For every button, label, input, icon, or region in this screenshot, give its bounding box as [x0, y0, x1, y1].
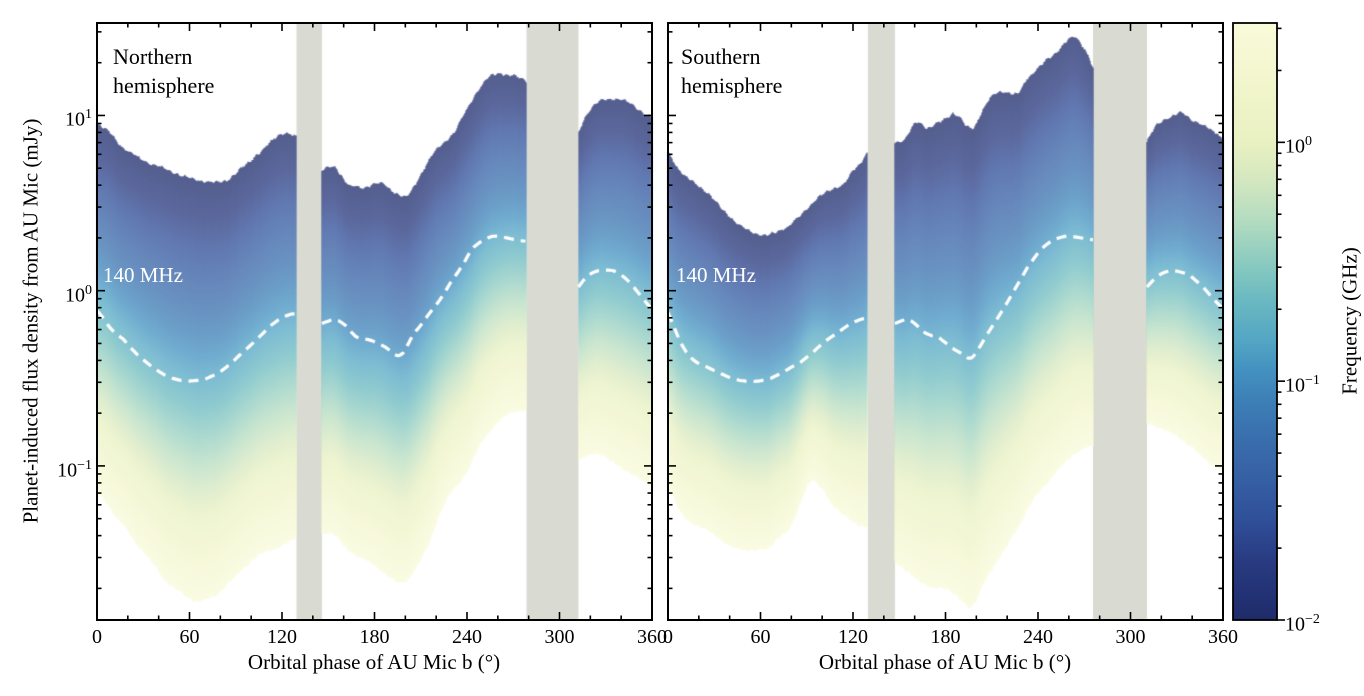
colorbar-tick-label: 10−1	[1285, 373, 1320, 397]
x-tick-label: 0	[92, 626, 102, 648]
axes-spine	[667, 22, 1224, 621]
contour-annotation-northern: 140 MHz	[103, 263, 183, 287]
axes-spine	[96, 22, 653, 621]
colorbar-tick-label: 100	[1285, 134, 1312, 158]
x-tick-label: 60	[179, 626, 200, 648]
x-tick-label: 0	[663, 626, 673, 648]
x-tick-label: 120	[838, 626, 868, 648]
x-tick-label: 240	[1023, 626, 1053, 648]
y-tick-label: 100	[65, 282, 92, 307]
x-tick-label: 300	[544, 626, 575, 648]
x-tick-label: 180	[930, 626, 961, 648]
colorbar-label: Frequency (GHz)	[1337, 247, 1362, 395]
y-tick-label: 101	[65, 107, 92, 132]
x-tick-label: 360	[1208, 626, 1238, 648]
x-tick-label: 300	[1115, 626, 1146, 648]
x-tick-label: 120	[267, 626, 297, 648]
x-tick-label: 240	[452, 626, 482, 648]
panel-label-southern: Southern hemisphere	[681, 44, 783, 99]
panel-label-northern: Northern hemisphere	[113, 44, 215, 99]
x-axis-label-left: Orbital phase of AU Mic b (°)	[247, 650, 501, 674]
colorbar-tick-label: 10−2	[1285, 612, 1320, 636]
x-tick-label: 360	[637, 626, 667, 648]
x-axis-label-right: Orbital phase of AU Mic b (°)	[818, 650, 1072, 674]
x-tick-label: 180	[359, 626, 390, 648]
axes-spine	[1232, 22, 1278, 621]
x-tick-label: 60	[750, 626, 771, 648]
contour-annotation-southern: 140 MHz	[676, 263, 756, 287]
y-tick-label: 10−1	[57, 457, 92, 482]
